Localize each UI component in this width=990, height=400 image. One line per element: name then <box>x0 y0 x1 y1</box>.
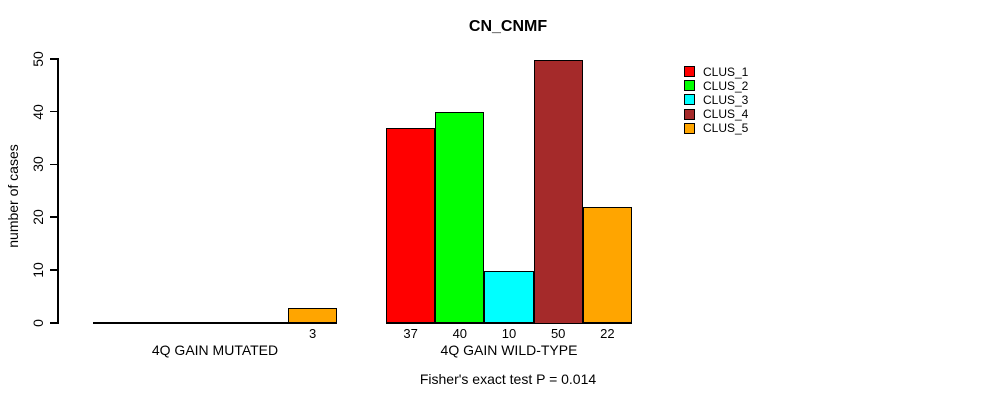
bar-CLUS_4 <box>533 59 583 324</box>
legend-swatch-CLUS_3 <box>684 94 695 106</box>
y-tick-label: 40 <box>30 103 46 120</box>
y-axis-line <box>57 58 59 324</box>
y-tick-label: 20 <box>30 209 46 225</box>
y-tick <box>50 216 58 218</box>
y-tick <box>50 269 58 271</box>
bar-CLUS_3 <box>484 270 534 324</box>
bar-value-label: 10 <box>501 326 517 341</box>
legend-label-CLUS_3: CLUS_3 <box>703 92 749 107</box>
y-tick-label: 0 <box>30 318 46 327</box>
legend-swatch-CLUS_2 <box>684 80 695 92</box>
legend-label-CLUS_4: CLUS_4 <box>703 107 749 122</box>
legend-swatch-CLUS_1 <box>684 66 695 77</box>
legend-swatch-CLUS_4 <box>684 108 695 120</box>
y-axis-label: number of cases <box>5 144 21 248</box>
x-category-label: 4Q GAIN WILD-TYPE <box>440 342 578 358</box>
bar-CLUS_2 <box>435 112 485 324</box>
legend-swatch-CLUS_5 <box>684 122 695 134</box>
chart-title: CN_CNMF <box>468 18 548 35</box>
y-tick-label: 50 <box>30 50 46 67</box>
y-tick <box>50 58 58 60</box>
bar-value-label: 3 <box>308 326 317 341</box>
bar-value-label: 40 <box>452 326 468 341</box>
y-tick <box>50 163 58 166</box>
legend-label-CLUS_1: CLUS_1 <box>703 64 749 79</box>
bar-CLUS_1 <box>386 128 436 324</box>
annotation-fisher-test: Fisher's exact test P = 0.014 <box>419 371 597 387</box>
legend-label-CLUS_5: CLUS_5 <box>703 121 749 136</box>
bar-CLUS_5 <box>288 307 337 324</box>
y-tick <box>50 322 58 324</box>
y-tick-label: 30 <box>30 156 46 173</box>
bar-value-label: 50 <box>550 326 566 341</box>
bar-CLUS_5 <box>582 207 632 324</box>
y-tick-label: 10 <box>30 262 46 278</box>
x-category-label: 4Q GAIN MUTATED <box>151 342 279 358</box>
bar-value-label: 37 <box>403 326 418 341</box>
y-tick <box>50 110 58 113</box>
group-baseline <box>93 322 337 324</box>
bar-value-label: 22 <box>600 326 615 341</box>
legend-label-CLUS_2: CLUS_2 <box>703 78 749 93</box>
